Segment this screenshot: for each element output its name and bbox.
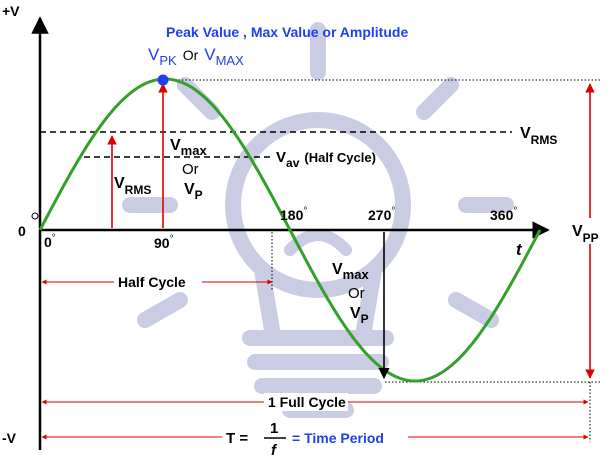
vav-label: Vav (Half Cycle) — [276, 149, 376, 170]
peak-dot — [157, 74, 169, 86]
sine-wave — [38, 77, 542, 383]
vrms-left-label: VRMS — [114, 175, 151, 197]
peak-vpk-vmax-label: VPK Or VMAX — [148, 45, 244, 68]
origin-label: 0 — [18, 223, 26, 239]
angle-0-label: 0° — [44, 233, 56, 250]
angle-180-label: 180° — [280, 206, 307, 223]
vpp-label-bg — [570, 218, 610, 244]
angle-360-label: 360° — [490, 206, 517, 223]
vrms-right-label: VRMS — [520, 125, 557, 147]
x-axis-label: t — [516, 240, 523, 259]
full-cycle-label: 1 Full Cycle — [268, 394, 346, 410]
tick-0-circle — [31, 212, 39, 220]
time-period-denominator: f — [271, 442, 278, 459]
peak-title: Peak Value , Max Value or Amplitude — [166, 24, 408, 40]
angle-90-label: 90° — [154, 234, 174, 251]
lightbulb-watermark-icon — [122, 22, 514, 418]
time-period-bg — [222, 418, 408, 458]
y-axis-top-label: +V — [2, 3, 20, 19]
vp-negative-label: VP — [350, 305, 369, 326]
vmax-positive-or: Or — [182, 161, 199, 178]
vmax-positive-label: Vmax — [170, 137, 207, 158]
full-cycle-label-bg — [264, 393, 348, 411]
y-axis-bottom-label: -V — [2, 430, 17, 446]
vmax-negative-label: Vmax — [332, 261, 369, 282]
time-period-numerator: 1 — [270, 420, 278, 437]
angle-270-label: 270° — [368, 206, 395, 223]
vp-positive-label: VP — [184, 181, 203, 202]
half-cycle-label-bg — [114, 272, 202, 290]
half-cycle-label: Half Cycle — [118, 274, 186, 290]
vmax-negative-or: Or — [348, 285, 365, 302]
time-period-label: = Time Period — [292, 430, 384, 446]
time-period-t-eq: T = — [226, 430, 248, 447]
vpp-label: VPP — [572, 223, 599, 245]
